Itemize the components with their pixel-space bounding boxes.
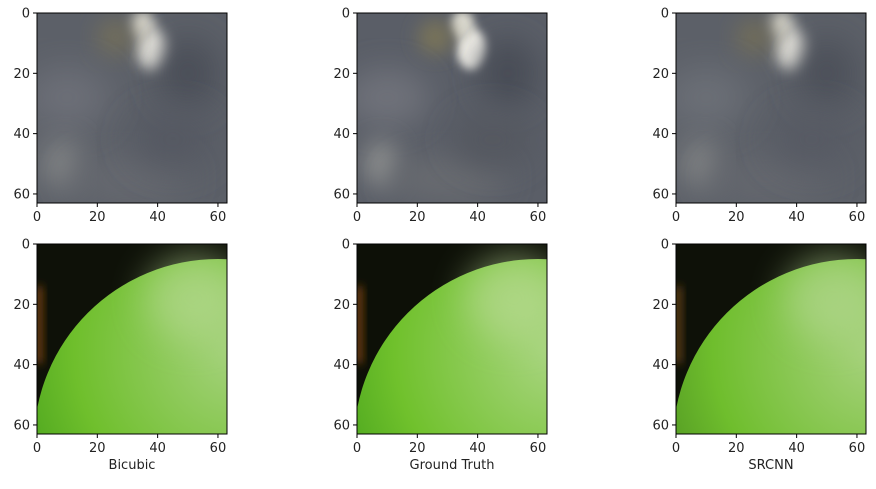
image-content <box>37 13 227 203</box>
image-blob <box>37 67 109 128</box>
x-tick-label: 0 <box>33 210 41 225</box>
axes-frame <box>356 12 548 204</box>
x-tick-label: 40 <box>469 210 486 225</box>
image-blob <box>357 67 429 128</box>
image-blob <box>451 109 535 170</box>
x-tick-label: 40 <box>788 441 805 456</box>
y-tick-label: 20 <box>652 298 669 313</box>
y-tick-label: 0 <box>661 238 669 253</box>
y-tick-label: 0 <box>22 7 30 22</box>
image-edge <box>357 286 363 364</box>
x-tick-label: 60 <box>530 210 547 225</box>
image-blob <box>478 37 538 109</box>
y-tick-label: 40 <box>652 127 669 142</box>
image-content <box>357 13 547 203</box>
y-tick-label: 0 <box>22 238 30 253</box>
x-tick-label: 20 <box>89 210 106 225</box>
x-tick-label: 40 <box>469 441 486 456</box>
y-tick-label: 0 <box>342 238 350 253</box>
axes-frame <box>36 12 228 204</box>
x-tick-label: 60 <box>849 210 866 225</box>
image-content <box>37 244 227 434</box>
y-tick-label: 20 <box>13 67 30 82</box>
image-blob <box>676 67 748 128</box>
x-axis-label: Bicubic <box>109 458 156 473</box>
y-tick-label: 60 <box>652 418 669 433</box>
y-tick-label: 0 <box>661 7 669 22</box>
x-tick-label: 0 <box>672 441 680 456</box>
image-edge <box>676 286 682 364</box>
y-tick-label: 40 <box>13 358 30 373</box>
x-tick-label: 20 <box>728 441 745 456</box>
axes-frame <box>356 243 548 435</box>
y-tick-label: 20 <box>333 298 350 313</box>
x-tick-label: 0 <box>33 441 41 456</box>
y-tick-label: 60 <box>652 187 669 202</box>
fruit-highlight <box>785 256 866 340</box>
image-blob <box>797 37 857 109</box>
y-tick-label: 40 <box>333 127 350 142</box>
y-tick-label: 40 <box>333 358 350 373</box>
x-axis-label: Ground Truth <box>410 458 495 473</box>
x-tick-label: 60 <box>210 441 227 456</box>
image-blob <box>736 19 773 55</box>
image-blob <box>130 13 155 40</box>
image-content <box>357 244 547 434</box>
x-tick-label: 0 <box>353 210 361 225</box>
image-blob <box>158 37 218 109</box>
image-blob <box>770 109 854 170</box>
x-tick-label: 20 <box>409 210 426 225</box>
image-blob <box>131 109 215 170</box>
y-tick-label: 0 <box>342 7 350 22</box>
x-tick-label: 20 <box>89 441 106 456</box>
x-tick-label: 0 <box>353 441 361 456</box>
y-tick-label: 20 <box>333 67 350 82</box>
axes-frame <box>675 12 867 204</box>
y-tick-label: 40 <box>652 358 669 373</box>
image-blob <box>769 13 794 40</box>
image-blob <box>417 19 454 55</box>
x-tick-label: 20 <box>728 210 745 225</box>
image-content <box>676 244 866 434</box>
axes-frame <box>675 243 867 435</box>
y-tick-label: 20 <box>13 298 30 313</box>
image-blob <box>450 13 475 40</box>
y-tick-label: 60 <box>13 187 30 202</box>
fruit-highlight <box>466 256 547 340</box>
x-axis-label: SRCNN <box>748 458 793 473</box>
x-tick-label: 40 <box>149 210 166 225</box>
axes-frame <box>36 243 228 435</box>
x-tick-label: 60 <box>530 441 547 456</box>
image-content <box>676 13 866 203</box>
y-tick-label: 60 <box>13 418 30 433</box>
x-tick-label: 40 <box>149 441 166 456</box>
y-tick-label: 20 <box>652 67 669 82</box>
x-tick-label: 60 <box>849 441 866 456</box>
x-tick-label: 60 <box>210 210 227 225</box>
fruit-highlight <box>146 256 227 340</box>
x-tick-label: 40 <box>788 210 805 225</box>
image-blob <box>97 19 134 55</box>
y-tick-label: 60 <box>333 418 350 433</box>
x-tick-label: 0 <box>672 210 680 225</box>
y-tick-label: 40 <box>13 127 30 142</box>
image-edge <box>37 286 43 364</box>
x-tick-label: 20 <box>409 441 426 456</box>
y-tick-label: 60 <box>333 187 350 202</box>
